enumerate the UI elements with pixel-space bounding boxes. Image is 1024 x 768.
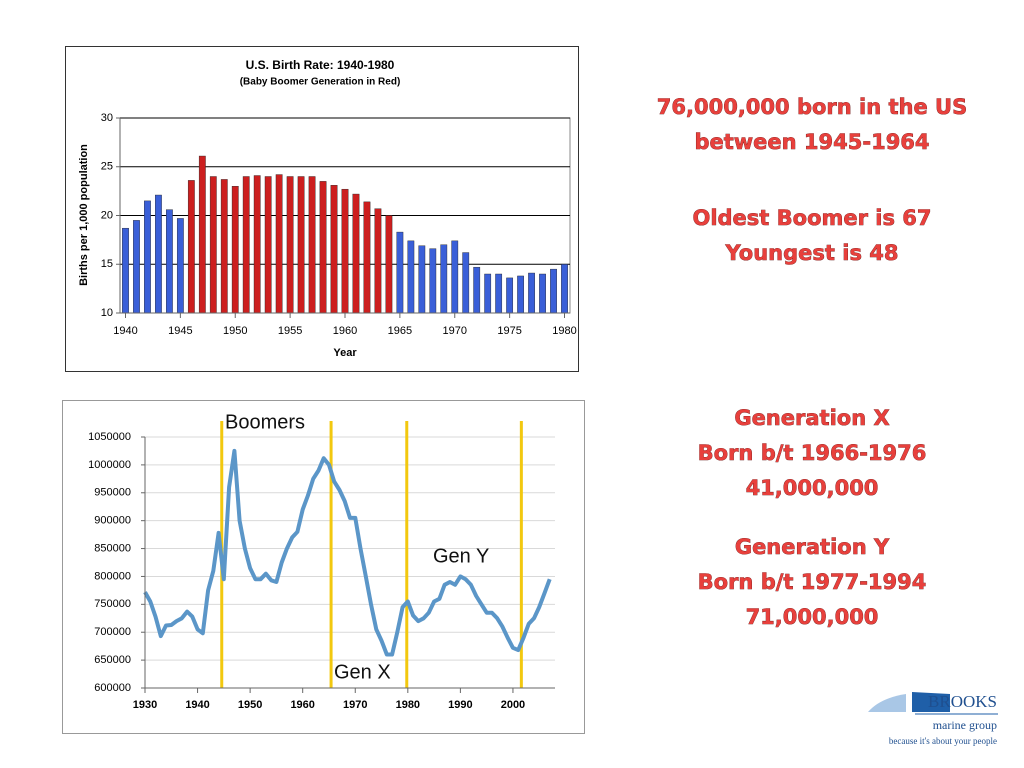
- bar: [122, 227, 129, 314]
- x-tick-label: 1960: [333, 325, 357, 337]
- bar: [462, 252, 470, 314]
- y-tick-label: 800000: [94, 570, 131, 582]
- slide-text: Generation X: [734, 406, 889, 430]
- chart-title: U.S. Birth Rate: 1940-1980: [246, 58, 395, 72]
- bar: [539, 273, 546, 314]
- logo-mark: [868, 692, 998, 715]
- bar: [319, 181, 327, 314]
- y-tick-label: 900000: [94, 515, 131, 527]
- x-tick-label: 1940: [113, 325, 137, 337]
- chart2-frame: [62, 400, 585, 734]
- y-tick-label: 600000: [94, 682, 131, 694]
- x-tick-label: 1970: [343, 699, 367, 711]
- x-tick-label: 1950: [238, 699, 262, 711]
- bar: [407, 240, 415, 314]
- bar: [451, 240, 459, 314]
- x-tick-label: 1940: [185, 699, 209, 711]
- annotation: Gen X: [334, 661, 391, 683]
- slide-text: 41,000,000: [746, 476, 879, 500]
- logo-sub: marine group: [933, 718, 997, 732]
- x-tick-label: 1965: [388, 325, 412, 337]
- bar: [341, 188, 349, 314]
- bar: [264, 176, 272, 314]
- bar: [418, 245, 426, 314]
- bar: [308, 176, 316, 314]
- bar: [220, 179, 228, 314]
- y-tick-label: 700000: [94, 626, 131, 638]
- y-tick-label: 10: [101, 307, 113, 319]
- bar: [506, 277, 514, 314]
- bar: [363, 201, 371, 314]
- x-axis-label: Year: [333, 347, 357, 359]
- y-tick-label: 650000: [94, 654, 131, 666]
- y-tick-label: 30: [101, 112, 113, 124]
- bar: [396, 231, 404, 314]
- bar: [550, 268, 557, 314]
- x-tick-label: 1975: [497, 325, 521, 337]
- slide-text: Generation Y: [735, 535, 890, 559]
- y-tick-label: 15: [101, 258, 113, 270]
- bar: [473, 266, 481, 314]
- bar: [517, 275, 524, 314]
- slide-text: 71,000,000: [746, 605, 879, 629]
- y-tick-label: 1050000: [88, 431, 131, 443]
- bar: [374, 208, 382, 314]
- bar: [330, 185, 338, 314]
- x-tick-label: 1950: [223, 325, 247, 337]
- annotation: Gen Y: [433, 545, 489, 567]
- x-tick-label: 1945: [168, 325, 192, 337]
- birth-line: [143, 448, 552, 657]
- logo-name: BROOKS: [928, 692, 997, 711]
- bar: [561, 264, 568, 314]
- bar: [484, 273, 492, 314]
- bar: [385, 215, 393, 314]
- bar: [144, 200, 151, 314]
- bar: [198, 155, 206, 314]
- bar: [352, 193, 360, 314]
- slide-text: Born b/t 1966-1976: [698, 441, 927, 465]
- bar: [209, 176, 217, 314]
- y-tick-label: 750000: [94, 598, 131, 610]
- slide-text: Born b/t 1977-1994: [698, 570, 927, 594]
- bar: [187, 180, 195, 314]
- slide-text: Youngest is 48: [725, 241, 899, 265]
- bar: [242, 176, 250, 314]
- bar: [528, 272, 535, 314]
- x-tick-label: 1960: [290, 699, 314, 711]
- x-tick-label: 1930: [133, 699, 157, 711]
- bar: [176, 218, 184, 314]
- y-tick-label: 1000000: [88, 459, 131, 471]
- annotation: Boomers: [225, 411, 305, 433]
- bar: [275, 174, 283, 314]
- bar: [495, 273, 503, 314]
- y-tick-label: 950000: [94, 487, 131, 499]
- slide-text: between 1945-1964: [694, 130, 929, 154]
- y-tick-label: 20: [101, 209, 113, 221]
- x-tick-label: 2000: [501, 699, 525, 711]
- logo-tagline: because it's about your people: [889, 736, 997, 746]
- bar: [429, 248, 437, 314]
- bar: [253, 175, 261, 314]
- bar: [133, 220, 140, 314]
- y-tick-label: 25: [101, 161, 113, 173]
- bar: [231, 186, 239, 314]
- bar: [286, 176, 294, 314]
- x-tick-label: 1970: [443, 325, 467, 337]
- y-axis-label: Births per 1,000 population: [78, 144, 90, 286]
- y-tick-label: 850000: [94, 542, 131, 554]
- bar: [155, 194, 162, 314]
- bar: [297, 176, 305, 314]
- chart-subtitle: (Baby Boomer Generation in Red): [240, 77, 401, 88]
- slide-text: Oldest Boomer is 67: [692, 206, 931, 230]
- bar: [166, 209, 173, 314]
- x-tick-label: 1980: [552, 325, 576, 337]
- slide-text: 76,000,000 born in the US: [657, 95, 967, 119]
- bar: [440, 244, 448, 314]
- x-tick-label: 1955: [278, 325, 302, 337]
- x-tick-label: 1980: [396, 699, 420, 711]
- x-tick-label: 1990: [448, 699, 472, 711]
